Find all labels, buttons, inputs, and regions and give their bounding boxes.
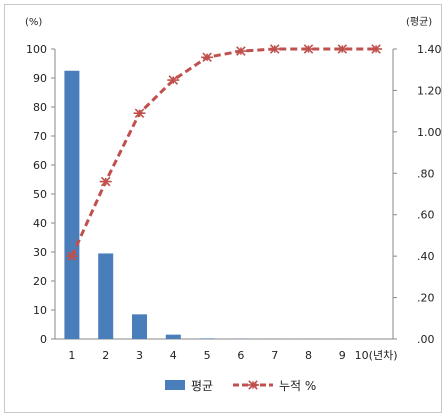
legend-star (247, 380, 259, 390)
x-tick-label: 1 (68, 349, 75, 362)
bar (165, 334, 181, 339)
right-tick-label: .20 (417, 292, 435, 305)
line-point (133, 108, 146, 118)
cumulative-line (70, 47, 377, 257)
left-tick-label: 0 (40, 333, 47, 346)
line-point (167, 75, 180, 85)
legend-bar-label: 평균 (191, 379, 213, 393)
left-tick-label: 40 (33, 217, 47, 230)
bar (199, 338, 215, 339)
legend-bar-swatch (165, 380, 185, 390)
x-tick-label: 6 (237, 349, 244, 362)
left-tick-label: 100 (26, 43, 47, 56)
right-tick-label: .60 (417, 209, 435, 222)
bar (64, 70, 80, 339)
line-point (336, 44, 349, 54)
legend-line-marker (247, 380, 259, 390)
right-axis-unit: (평균) (406, 16, 432, 28)
x-tick-label: 9 (339, 349, 346, 362)
legend-line-label: 누적 % (279, 379, 316, 393)
right-tick-label: 1.00 (417, 126, 442, 139)
line-point (302, 44, 315, 54)
x-tick-label: 3 (136, 349, 143, 362)
x-axis-ticks: 1 2 3 4 5 6 7 8 9 10(년차) (68, 349, 397, 362)
left-tick-label: 10 (33, 304, 47, 317)
left-tick-label: 70 (33, 130, 47, 143)
right-axis-ticks: .00 .20 .40 .60 .80 1.00 1.20 1.40 (393, 43, 442, 346)
left-axis-ticks: 0 10 20 30 40 50 60 70 80 90 100 (26, 43, 55, 346)
left-tick-label: 60 (33, 159, 47, 172)
bar-series (64, 70, 350, 339)
x-tick-label: 7 (271, 349, 278, 362)
line-point (65, 251, 78, 261)
chart-frame: (%) (평균) 0 10 20 30 40 50 60 70 80 90 100 .00 .20 .4… (4, 4, 442, 413)
right-tick-label: .40 (417, 250, 435, 263)
line-point (201, 52, 214, 63)
line-point (234, 46, 247, 56)
x-tick-label: 5 (204, 349, 211, 362)
right-tick-label: .80 (417, 167, 435, 180)
x-tick-label: 8 (305, 349, 312, 362)
line-series (65, 44, 383, 261)
line-point (268, 44, 281, 54)
bar (98, 253, 114, 339)
x-tick-label: 10(년차) (355, 349, 398, 362)
x-tick-label: 2 (102, 349, 109, 362)
bar (132, 314, 147, 339)
line-point (99, 176, 112, 187)
legend: 평균 누적 % (165, 379, 316, 393)
line-point (370, 44, 383, 54)
left-tick-label: 80 (33, 101, 47, 114)
right-tick-label: 1.40 (417, 43, 442, 56)
left-tick-label: 90 (33, 72, 47, 85)
left-tick-label: 50 (33, 188, 47, 201)
chart: (%) (평균) 0 10 20 30 40 50 60 70 80 90 100 .00 .20 .4… (25, 16, 442, 393)
left-tick-label: 30 (33, 246, 47, 259)
right-tick-label: 1.20 (417, 84, 442, 97)
left-tick-label: 20 (33, 275, 47, 288)
x-tick-label: 4 (170, 349, 177, 362)
left-axis-unit: (%) (25, 17, 42, 28)
right-tick-label: .00 (417, 333, 435, 346)
